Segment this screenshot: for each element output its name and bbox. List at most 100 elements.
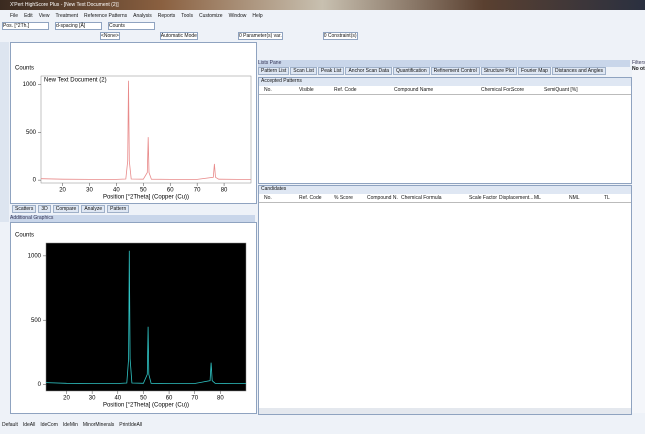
- panel-header: Additional Graphics: [10, 215, 255, 222]
- plot-area: [40, 75, 252, 184]
- menu-bar: File Edit View Treatment Reference Patterns A…: [10, 11, 263, 20]
- x-tick-label: 50: [140, 188, 147, 194]
- tab[interactable]: Anchor Scan Data: [345, 67, 393, 75]
- menu-item[interactable]: Help: [252, 12, 263, 19]
- status-item[interactable]: IdeAll: [22, 422, 36, 428]
- menu-item[interactable]: Reports: [157, 12, 176, 19]
- filters-text: No ot: [632, 66, 645, 72]
- candidates-table: Candidates No. Ref. Code % Score Compound N…: [258, 185, 632, 415]
- status-bar: Default IdeAll IdeCom IdeMin MinorMinerals Pr…: [2, 420, 142, 430]
- tab[interactable]: Scatters: [12, 205, 37, 213]
- x-tick-label: 60: [166, 396, 173, 402]
- column-header[interactable]: Score: [511, 87, 525, 93]
- filters-pane: Filters No ot: [632, 60, 645, 413]
- header-row: No. Ref. Code % Score Compound N. Chemical F…: [259, 194, 631, 203]
- panel-title: Additional Graphics: [10, 215, 54, 221]
- pattern-line: [45, 250, 246, 384]
- tab[interactable]: Pattern: [107, 205, 130, 213]
- column-header[interactable]: No.: [264, 195, 272, 201]
- y-tick-label: 500: [26, 130, 37, 136]
- menu-item[interactable]: Treatment: [55, 12, 79, 19]
- column-header[interactable]: Chemical For.: [481, 87, 512, 93]
- tab[interactable]: Distances and Angles: [551, 67, 607, 75]
- status-item[interactable]: MinorMinerals: [82, 422, 115, 428]
- x-tick-label: 70: [194, 188, 201, 194]
- column-header[interactable]: Chemical Formula: [401, 195, 442, 201]
- panel-title: Lists Pane: [258, 60, 282, 66]
- accepted-table: Accepted Patterns No. Visible Ref. Code Com…: [258, 77, 632, 184]
- x-axis-label: Position [°2Theta] (Copper (Cu)): [103, 195, 189, 201]
- tab[interactable]: 3D: [38, 205, 51, 213]
- status-item[interactable]: PrintIdeAll: [119, 422, 143, 428]
- column-header[interactable]: Displacement...: [499, 195, 534, 201]
- panel-header: Lists Pane: [258, 60, 630, 67]
- column-header[interactable]: Ref. Code: [334, 87, 357, 93]
- x-tick-label: 40: [114, 396, 121, 402]
- tab[interactable]: Structure Plot: [480, 67, 517, 75]
- tab[interactable]: Compare: [52, 205, 80, 213]
- field[interactable]: d-spacing [Å]: [55, 21, 102, 30]
- menu-item[interactable]: View: [38, 12, 50, 19]
- toolbar: <None> Automatic Mode 0 Parameter(s) var. 0…: [100, 31, 358, 40]
- y-tick-label: 0: [33, 178, 37, 184]
- field-bar: Pos. [°2Th.] d-spacing [Å] Counts: [2, 21, 155, 30]
- x-tick-label: 30: [86, 188, 93, 194]
- y-tick-label: 1000: [23, 82, 37, 88]
- menu-item[interactable]: Edit: [24, 12, 33, 19]
- column-header[interactable]: No.: [264, 87, 272, 93]
- menu-item[interactable]: Tools: [181, 12, 193, 19]
- filters-title: Filters: [632, 60, 645, 66]
- status-item[interactable]: IdeMin: [62, 422, 78, 428]
- toolbar-item[interactable]: <None>: [100, 31, 120, 40]
- tab[interactable]: Refinement Control: [430, 67, 480, 75]
- menu-item[interactable]: Window: [228, 12, 247, 19]
- column-header[interactable]: Compound N.: [367, 195, 398, 201]
- column-header[interactable]: ML: [534, 195, 541, 201]
- column-header[interactable]: Compound Name: [394, 87, 434, 93]
- y-tick-label: 1000: [28, 253, 42, 259]
- tab[interactable]: Peak List: [317, 67, 345, 75]
- y-axis-label: Counts: [15, 233, 34, 239]
- status-item[interactable]: Default: [2, 422, 18, 428]
- scrollbar[interactable]: [259, 408, 631, 414]
- column-header[interactable]: % Score: [334, 195, 353, 201]
- tab[interactable]: Pattern List: [258, 67, 290, 75]
- tab[interactable]: Quantification: [393, 67, 430, 75]
- menu-item[interactable]: Analysis: [133, 12, 152, 19]
- menu-item[interactable]: Customize: [198, 12, 223, 19]
- tab[interactable]: Scan List: [290, 67, 317, 75]
- plot-area: [45, 242, 247, 392]
- plot: Counts New Text Document (2) 0 500 1000 20 30 4…: [15, 66, 252, 201]
- tab[interactable]: Fourier Map: [518, 67, 551, 75]
- x-tick-label: 70: [191, 396, 198, 402]
- title-bar: X'Pert HighScore Plus - [New Text Docume…: [0, 0, 645, 10]
- field[interactable]: Counts: [108, 21, 155, 30]
- x-tick-label: 20: [63, 396, 70, 402]
- plot: Counts 0 500 1000 20 30 40 50 60 70 80 Position [°2…: [15, 233, 247, 409]
- toolbar-item[interactable]: 0 Parameter(s) var.: [237, 31, 283, 40]
- tab[interactable]: Analyze: [81, 205, 106, 213]
- column-header[interactable]: Scale Factor: [469, 195, 498, 201]
- side-toolbar: [0, 42, 9, 222]
- x-tick-label: 20: [59, 188, 66, 194]
- column-header[interactable]: Ref. Code: [299, 195, 322, 201]
- column-header[interactable]: Visible: [299, 87, 314, 93]
- status-item[interactable]: IdeCom: [40, 422, 58, 428]
- toolbar-item[interactable]: 0 Constraint(s): [322, 31, 358, 40]
- graphics-tabs: Scatters 3D Compare Analyze Pattern: [12, 205, 130, 213]
- x-tick-label: 50: [140, 396, 147, 402]
- x-tick-label: 30: [89, 396, 96, 402]
- header-row: No. Visible Ref. Code Compound Name Chemical…: [259, 86, 631, 95]
- table-title: Candidates: [259, 186, 631, 194]
- menu-item[interactable]: File: [10, 12, 19, 19]
- x-tick-label: 40: [113, 188, 120, 194]
- toolbar-item[interactable]: Automatic Mode: [159, 31, 198, 40]
- field[interactable]: Pos. [°2Th.]: [2, 21, 49, 30]
- menu-item[interactable]: Reference Patterns: [84, 12, 128, 19]
- column-header[interactable]: NML: [569, 195, 580, 201]
- column-header[interactable]: SemiQuant [%]: [544, 87, 578, 93]
- column-header[interactable]: TL: [604, 195, 610, 201]
- window-title: X'Pert HighScore Plus - [New Text Docume…: [10, 2, 119, 8]
- additional-graphics: Counts 0 500 1000 20 30 40 50 60 70 80 Position [°2…: [10, 222, 257, 414]
